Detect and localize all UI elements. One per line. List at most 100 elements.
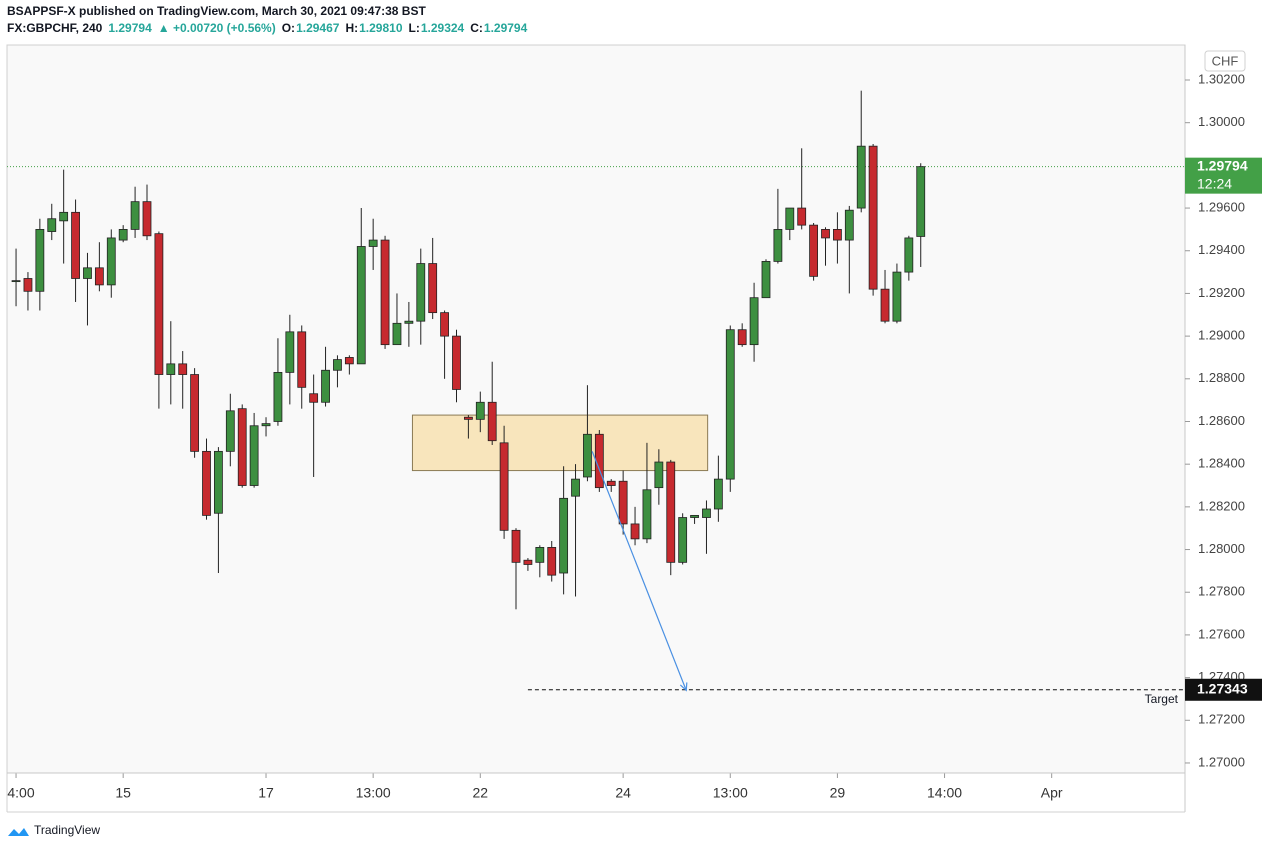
candle-body: [737, 329, 747, 346]
candle-body: [892, 271, 902, 322]
target-value: 1.27343: [1197, 680, 1248, 696]
y-tick-label: 1.28400: [1198, 456, 1245, 471]
x-tick-label: 17: [258, 785, 274, 801]
candle-body: [654, 461, 664, 489]
y-tick-label: 1.28000: [1198, 541, 1245, 556]
candle-body: [523, 559, 533, 565]
candle-body: [273, 371, 283, 422]
header-item: 1.29810: [359, 21, 403, 35]
candle-body: [440, 312, 449, 337]
target-badge: [1185, 678, 1262, 701]
candle-body: [404, 320, 414, 324]
candle-body: [428, 263, 438, 314]
candle-body: [225, 410, 235, 452]
candle-body: [83, 267, 92, 279]
candle-body: [833, 229, 842, 241]
y-tick-label: 1.28600: [1198, 413, 1245, 428]
candle-body: [678, 517, 688, 563]
x-tick-label: 14:00: [927, 785, 962, 801]
candle-body: [511, 529, 521, 563]
candle-body: [487, 401, 497, 442]
y-tick-label: 1.28800: [1198, 370, 1245, 385]
candle-body: [94, 267, 104, 286]
candle-body: [142, 201, 152, 237]
candle-body: [821, 229, 830, 239]
plot: [7, 90, 1185, 692]
candle-body: [761, 261, 771, 299]
candle-body: [630, 523, 640, 540]
y-tick-label: 1.29600: [1198, 199, 1245, 214]
countdown: 12:24: [1197, 175, 1232, 191]
last-price-badge: [1185, 157, 1262, 194]
candle-body: [237, 408, 247, 486]
candle-body: [868, 145, 878, 290]
candle-body: [606, 480, 616, 486]
candle-body: [773, 229, 783, 262]
candle-body: [916, 166, 926, 237]
header-item: 1.29794: [484, 21, 528, 35]
y-tick-label: 1.27200: [1198, 712, 1245, 727]
candle-body: [713, 478, 723, 510]
candle-body: [725, 329, 735, 480]
y-tick-label: 1.28200: [1198, 498, 1245, 513]
candle-body: [154, 233, 164, 375]
plot-area: [6, 44, 1186, 774]
candle-body: [797, 207, 807, 226]
candle-body: [880, 288, 890, 322]
candle-body: [618, 480, 628, 525]
candle-body: [71, 211, 80, 279]
candle-body: [452, 335, 461, 390]
candle-body: [463, 416, 473, 420]
candle-body: [785, 207, 795, 230]
logo-icon: [8, 828, 29, 836]
candle-body: [333, 359, 342, 371]
candle-body: [59, 211, 69, 222]
candle-body: [106, 237, 116, 286]
candle-body: [190, 374, 200, 452]
candle-body: [321, 369, 330, 403]
candle-body: [535, 547, 545, 563]
candle-body: [475, 401, 485, 420]
candle-body: [749, 297, 759, 346]
publisher: BSAPPSF-X published on TradingView.com, …: [7, 4, 426, 18]
y-tick-label: 1.30000: [1198, 114, 1245, 129]
y-tick-label: 1.29000: [1198, 328, 1245, 343]
x-tick-label: Apr: [1041, 785, 1063, 801]
candle-body: [416, 263, 426, 322]
y-tick-label: 1.27800: [1198, 584, 1245, 599]
candle-body: [344, 357, 354, 365]
y-tick-label: 1.27000: [1198, 754, 1245, 769]
candle-body: [809, 224, 819, 277]
candle-body: [261, 423, 271, 427]
header-item: L:: [409, 21, 420, 35]
candle-body: [380, 239, 390, 346]
arrow: [591, 451, 687, 691]
last-price-label: 1.29794: [1197, 157, 1248, 173]
y-tick-label: 1.29200: [1198, 285, 1245, 300]
candle-body: [666, 461, 676, 563]
candle-body: [844, 209, 854, 241]
x-tick-label: 4:00: [7, 785, 34, 801]
candle-body: [118, 229, 128, 241]
arrow-head: [679, 682, 688, 692]
candle-body: [297, 331, 307, 388]
candle-body: [392, 322, 402, 346]
candle-body: [47, 218, 57, 232]
candle-body: [571, 478, 580, 497]
target-label: Target: [1145, 692, 1179, 706]
candle-body: [356, 246, 366, 365]
header-item: 1.29467: [296, 21, 340, 35]
candle-body: [547, 547, 557, 576]
header-item: C:: [470, 21, 483, 35]
candle-body: [166, 363, 176, 375]
x-tick-label: 22: [473, 785, 489, 801]
candle-body: [178, 363, 188, 375]
candle-body: [559, 497, 569, 574]
candle-body: [309, 393, 319, 403]
y-tick-label: 1.29400: [1198, 242, 1245, 257]
header-item: FX:GBPCHF, 240: [7, 21, 103, 35]
candle-body: [35, 229, 45, 292]
header-item: ▲ +0.00720 (+0.56%): [158, 21, 276, 35]
candle-body: [249, 425, 259, 486]
candle-body: [368, 239, 378, 247]
